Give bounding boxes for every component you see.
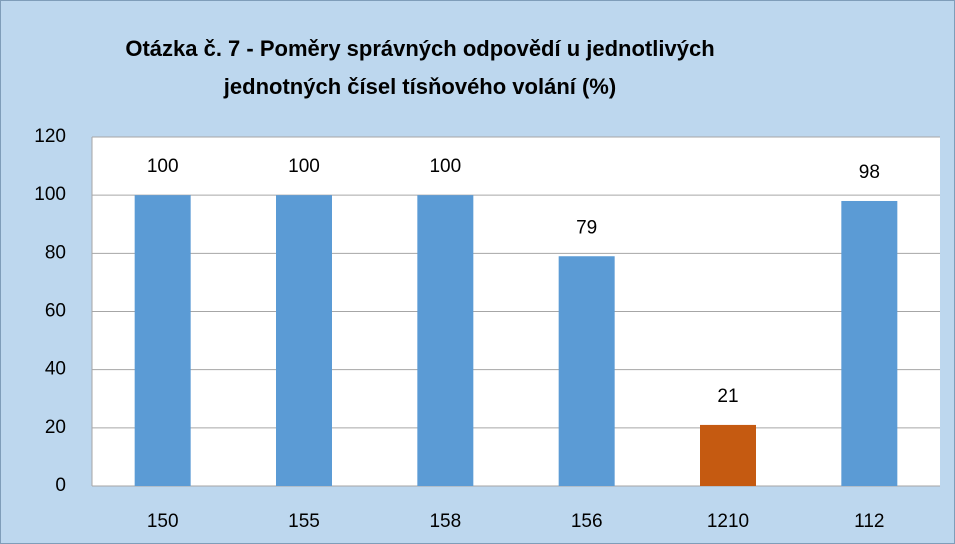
y-tick-label: 40 <box>45 359 66 380</box>
y-tick-label: 100 <box>34 184 66 205</box>
data-label: 100 <box>147 156 179 177</box>
y-tick-label: 20 <box>45 417 66 438</box>
chart-title: jednotných čísel tísňového volání (%) <box>223 74 616 99</box>
bar <box>276 195 332 486</box>
bar <box>558 256 615 486</box>
bar <box>417 195 474 486</box>
data-label: 21 <box>717 386 738 407</box>
y-tick-label: 0 <box>55 475 66 496</box>
y-tick-label: 80 <box>45 242 66 263</box>
bar <box>700 424 756 486</box>
chart-title: Otázka č. 7 - Poměry správných odpovědí … <box>125 36 714 61</box>
x-tick-label: 158 <box>429 511 461 532</box>
x-tick-label: 1210 <box>707 511 749 532</box>
x-tick-label: 112 <box>854 511 884 532</box>
data-label: 100 <box>429 156 461 177</box>
y-tick-label: 60 <box>45 301 66 322</box>
bar <box>841 200 898 486</box>
data-label: 98 <box>859 162 880 183</box>
bar <box>134 195 191 486</box>
data-label: 79 <box>576 217 597 238</box>
data-label: 100 <box>288 156 320 177</box>
x-tick-label: 150 <box>147 511 179 532</box>
x-tick-label: 156 <box>571 511 603 532</box>
y-tick-label: 120 <box>34 126 66 147</box>
x-tick-label: 155 <box>288 511 320 532</box>
